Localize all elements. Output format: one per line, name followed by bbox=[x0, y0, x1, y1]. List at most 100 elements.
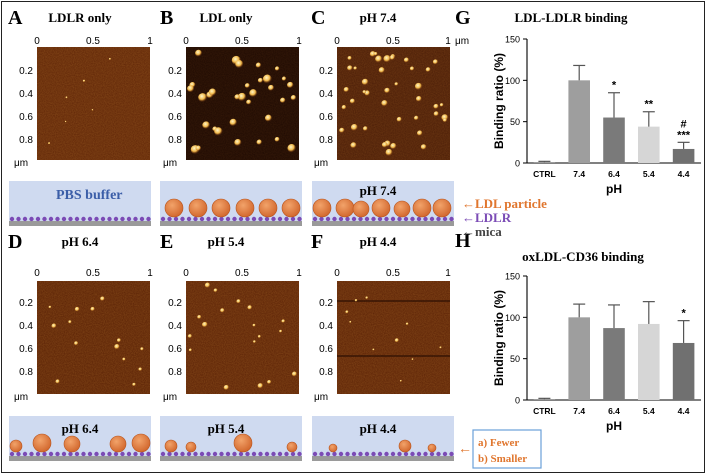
afm-particle bbox=[287, 144, 296, 153]
ldlr-receptor bbox=[238, 216, 244, 222]
afm-particle bbox=[385, 148, 393, 157]
x-tick-1: 1 bbox=[147, 36, 153, 47]
afm-particle bbox=[122, 357, 126, 361]
mica-layer bbox=[9, 221, 151, 226]
afm-particle bbox=[132, 382, 136, 387]
y-tick-02: 0.2 bbox=[168, 66, 182, 77]
ldlr-receptor bbox=[193, 451, 198, 457]
afm-particle bbox=[365, 296, 369, 300]
ldlr-receptor bbox=[290, 451, 296, 457]
afm-particle bbox=[347, 65, 353, 71]
afm-particle bbox=[362, 90, 367, 94]
ldlr-receptor bbox=[358, 216, 363, 222]
ldlr-receptor bbox=[325, 216, 331, 222]
ldlr-receptor bbox=[186, 216, 192, 222]
ldl-particle bbox=[312, 198, 332, 218]
bar bbox=[603, 117, 625, 163]
afm-particle bbox=[65, 96, 68, 99]
x-tick-05: 0.5 bbox=[386, 36, 400, 47]
ldlr-receptor bbox=[377, 216, 383, 222]
afm-particle bbox=[213, 288, 218, 293]
afm-particle bbox=[347, 56, 352, 61]
ldlr-receptor bbox=[232, 451, 237, 457]
y-tick-08: 0.8 bbox=[168, 367, 182, 378]
ldlr-receptor bbox=[87, 451, 93, 457]
ldlr-receptor bbox=[345, 216, 350, 222]
ldlr-receptor bbox=[284, 216, 289, 222]
ldlr-receptor bbox=[74, 216, 80, 222]
afm-image-e bbox=[186, 281, 299, 394]
significance-label: * bbox=[681, 308, 686, 320]
ldl-particle bbox=[131, 433, 151, 453]
afm-particle bbox=[394, 82, 399, 86]
afm-particle bbox=[396, 116, 402, 123]
afm-particle bbox=[345, 310, 349, 314]
afm-particle bbox=[247, 305, 253, 310]
y-axis-label: Binding ratio (%) bbox=[492, 290, 506, 386]
afm-particle bbox=[91, 109, 94, 111]
ldlr-receptor bbox=[133, 216, 138, 222]
y-tick-label: 150 bbox=[505, 35, 520, 45]
y-tick-label: 50 bbox=[510, 354, 520, 364]
unit-label: μm bbox=[314, 158, 328, 169]
afm-particle bbox=[433, 111, 439, 117]
x-tick-1: 1 bbox=[445, 268, 451, 279]
afm-axis-labels-c: 0 0.5 1 μm 0.2 0.4 0.6 0.8 μm bbox=[314, 36, 469, 169]
bar bbox=[638, 323, 660, 400]
y-tick-label: 50 bbox=[510, 117, 520, 127]
ldl-particle bbox=[9, 439, 23, 453]
afm-particle bbox=[439, 346, 442, 349]
ldlr-receptor bbox=[332, 451, 337, 457]
ldlr-receptor bbox=[120, 451, 125, 457]
ldlr-receptor bbox=[9, 451, 15, 457]
afm-particle bbox=[252, 323, 256, 327]
y-tick-04: 0.4 bbox=[19, 89, 33, 100]
ldlr-receptor bbox=[271, 216, 276, 222]
ldlr-receptor bbox=[436, 216, 441, 222]
afm-particle bbox=[373, 51, 378, 56]
ldlr-receptor bbox=[87, 216, 93, 222]
afm-particle bbox=[74, 306, 80, 312]
y-tick-06: 0.6 bbox=[319, 344, 333, 355]
afm-particle bbox=[235, 60, 244, 69]
afm-image-d bbox=[37, 281, 150, 394]
panel-title-e: pH 5.4 bbox=[208, 234, 245, 249]
ldl-particle bbox=[352, 200, 370, 218]
unit-top: μm bbox=[455, 36, 469, 47]
afm-particle bbox=[244, 83, 250, 89]
ldl-particle bbox=[393, 200, 411, 218]
ldlr-receptor bbox=[332, 216, 337, 222]
bar bbox=[603, 328, 625, 400]
afm-particle bbox=[399, 379, 402, 382]
ldlr-receptor bbox=[251, 216, 257, 222]
y-tick-label: 0 bbox=[515, 396, 520, 406]
x-tick-1: 1 bbox=[296, 36, 302, 47]
ldlr-receptor bbox=[219, 451, 224, 457]
ldlr-receptor bbox=[325, 451, 331, 457]
ldlr-receptor bbox=[68, 216, 73, 222]
ldl-particle bbox=[233, 433, 253, 453]
ldlr-receptor bbox=[94, 216, 99, 222]
y-tick-04: 0.4 bbox=[319, 89, 333, 100]
afm-particle bbox=[339, 127, 345, 134]
afm-particle bbox=[403, 57, 410, 63]
afm-particle bbox=[349, 320, 352, 324]
ldlr-receptor bbox=[113, 451, 119, 457]
y-tick-02: 0.2 bbox=[319, 66, 333, 77]
mica-layer bbox=[160, 456, 302, 461]
afm-particle bbox=[390, 143, 397, 150]
ldl-particle bbox=[185, 441, 197, 453]
ldlr-receptor bbox=[277, 216, 283, 222]
y-tick-06: 0.6 bbox=[319, 112, 333, 123]
ldl-particle bbox=[281, 198, 301, 218]
afm-particle bbox=[433, 103, 439, 110]
y-axis-label: Binding ratio (%) bbox=[492, 53, 506, 149]
afm-particle bbox=[405, 322, 409, 326]
ldlr-receptor bbox=[29, 451, 34, 457]
fewer-label: a) Fewer bbox=[478, 437, 519, 449]
x-tick-label: 5.4 bbox=[643, 169, 655, 179]
afm-particle bbox=[375, 55, 383, 63]
ldlr-receptor bbox=[423, 216, 428, 222]
mica-layer bbox=[312, 221, 454, 226]
